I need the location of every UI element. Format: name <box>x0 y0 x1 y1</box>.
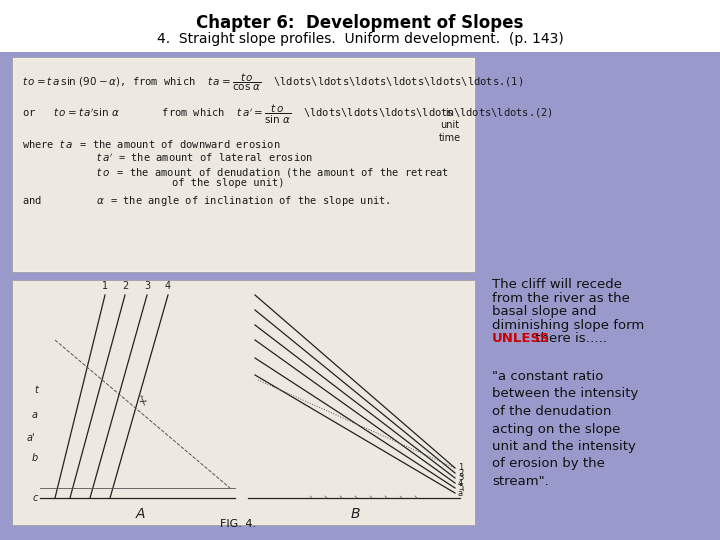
Text: $t\,a'$ = the amount of lateral erosion: $t\,a'$ = the amount of lateral erosion <box>22 152 313 164</box>
Text: a': a' <box>458 489 465 497</box>
Text: Chapter 6:  Development of Slopes: Chapter 6: Development of Slopes <box>197 14 523 32</box>
Bar <box>0 0 720 52</box>
Text: of the slope unit): of the slope unit) <box>22 178 284 188</box>
Text: The cliff will recede: The cliff will recede <box>492 278 622 291</box>
Text: 5: 5 <box>458 483 463 492</box>
Text: 2: 2 <box>458 469 463 477</box>
Text: 4: 4 <box>165 281 171 291</box>
Text: where $t\,a\,$ = the amount of downward erosion: where $t\,a\,$ = the amount of downward … <box>22 138 281 150</box>
Text: from the river as the: from the river as the <box>492 292 630 305</box>
Text: 1: 1 <box>102 281 108 291</box>
Text: 4: 4 <box>458 478 463 488</box>
Text: $t\,o\,$ = the amount of denudation (the amount of the retreat: $t\,o\,$ = the amount of denudation (the… <box>22 166 449 179</box>
Text: 4.  Straight slope profiles.  Uniform development.  (p. 143): 4. Straight slope profiles. Uniform deve… <box>157 32 563 46</box>
Text: 1: 1 <box>458 463 463 472</box>
Text: b: b <box>32 453 38 463</box>
Text: $t\,o = t\,a\,\sin\,(90 - \alpha)$, from which  $t\,a = \dfrac{t\,o}{\cos\,\alph: $t\,o = t\,a\,\sin\,(90 - \alpha)$, from… <box>22 72 523 93</box>
Text: 3: 3 <box>458 474 464 483</box>
Text: x': x' <box>138 394 152 407</box>
Text: FIG. 4.: FIG. 4. <box>220 519 256 529</box>
Text: diminishing slope form: diminishing slope form <box>492 319 644 332</box>
Text: 3: 3 <box>144 281 150 291</box>
Text: A: A <box>135 507 145 521</box>
Text: c: c <box>32 493 38 503</box>
Text: B: B <box>350 507 360 521</box>
Text: t: t <box>34 385 38 395</box>
Text: 2: 2 <box>122 281 128 291</box>
Bar <box>12 280 475 525</box>
Text: UNLESS: UNLESS <box>492 332 544 345</box>
Text: UNLESS: UNLESS <box>492 332 550 345</box>
Text: there is…..: there is….. <box>531 332 607 345</box>
Text: and         $\alpha$ = the angle of inclination of the slope unit.: and $\alpha$ = the angle of inclination … <box>22 194 391 208</box>
Text: in
unit
time: in unit time <box>439 108 461 143</box>
Bar <box>12 57 475 272</box>
Text: basal slope and: basal slope and <box>492 305 596 318</box>
Bar <box>14 59 473 270</box>
Text: "a constant ratio
between the intensity
of the denudation
acting on the slope
un: "a constant ratio between the intensity … <box>492 370 639 488</box>
Text: or   $t\,o = t\,a'\sin\,\alpha$       from which  $t\,a' = \dfrac{t\,o}{\sin\,\a: or $t\,o = t\,a'\sin\,\alpha$ from which… <box>22 103 553 126</box>
Text: a: a <box>32 410 38 420</box>
Text: a': a' <box>27 433 35 443</box>
